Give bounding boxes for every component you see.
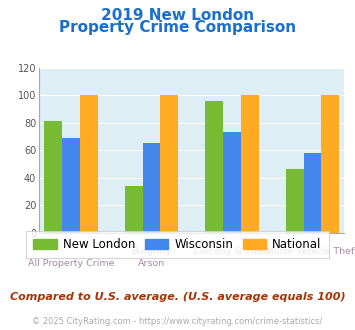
Text: Larceny & Theft: Larceny & Theft	[194, 247, 270, 255]
Text: Arson: Arson	[138, 259, 165, 268]
Bar	[206, 101, 223, 233]
Text: Compared to U.S. average. (U.S. average equals 100): Compared to U.S. average. (U.S. average …	[10, 292, 345, 302]
Text: All Property Crime: All Property Crime	[28, 259, 114, 268]
Bar	[160, 95, 178, 233]
Text: 2019 New London: 2019 New London	[101, 8, 254, 23]
Text: Property Crime Comparison: Property Crime Comparison	[59, 20, 296, 35]
Bar	[44, 121, 62, 233]
Text: Motor Vehicle Theft: Motor Vehicle Theft	[267, 247, 355, 255]
Text: Burglary: Burglary	[131, 247, 171, 255]
Bar	[241, 95, 258, 233]
Legend: New London, Wisconsin, National: New London, Wisconsin, National	[26, 231, 329, 258]
Bar	[321, 95, 339, 233]
Bar	[62, 138, 80, 233]
Bar	[143, 143, 160, 233]
Bar	[223, 132, 241, 233]
Bar	[80, 95, 98, 233]
Bar	[304, 153, 321, 233]
Text: © 2025 CityRating.com - https://www.cityrating.com/crime-statistics/: © 2025 CityRating.com - https://www.city…	[32, 317, 323, 326]
Bar	[286, 169, 304, 233]
Bar	[125, 186, 143, 233]
